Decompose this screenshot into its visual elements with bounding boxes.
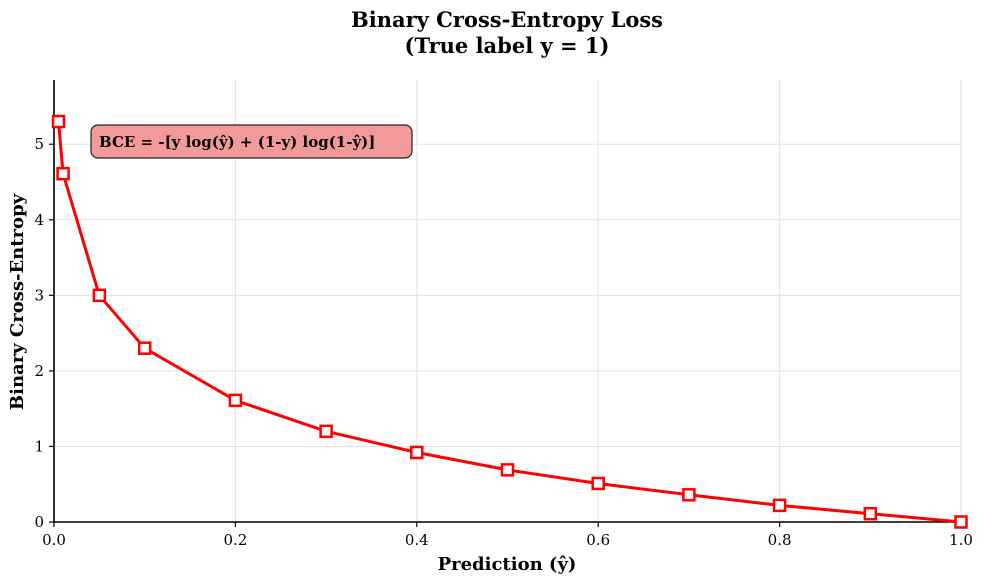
x-tick-label: 0.6 bbox=[586, 531, 610, 549]
data-point-marker bbox=[51, 114, 66, 129]
data-point-marker bbox=[954, 515, 968, 529]
data-point-marker bbox=[319, 424, 333, 439]
data-point-marker bbox=[500, 463, 515, 477]
annotation-box bbox=[90, 124, 413, 159]
chart-subtitle: (True label y = 1) bbox=[405, 33, 610, 58]
data-point-marker bbox=[92, 288, 107, 303]
ticks: 0.0 0.2 0.4 0.6 0.8 1.0 0 1 2 3 4 5 bbox=[34, 135, 972, 549]
data-point-marker bbox=[863, 506, 878, 521]
x-tick-label: 1.0 bbox=[949, 531, 973, 549]
y-tick-label: 5 bbox=[34, 135, 44, 153]
bce-line bbox=[57, 121, 962, 524]
x-tick-label: 0.0 bbox=[42, 531, 66, 549]
data-point-marker bbox=[137, 341, 152, 355]
data-point-marker bbox=[591, 476, 605, 491]
y-tick-label: 2 bbox=[34, 362, 44, 380]
axes bbox=[53, 80, 961, 523]
y-axis-label: Binary Cross-Entropy bbox=[7, 193, 28, 410]
x-tick-label: 0.4 bbox=[405, 531, 429, 549]
series bbox=[51, 114, 968, 529]
data-point-marker bbox=[228, 393, 243, 408]
annotation-text: BCE = -[y log(ŷ) + (1-y) log(1-ŷ)] bbox=[99, 133, 375, 151]
data-point-marker bbox=[682, 488, 696, 502]
data-point-marker bbox=[56, 166, 70, 181]
chart-title: Binary Cross-Entropy Loss bbox=[351, 7, 663, 32]
y-tick-label: 1 bbox=[34, 437, 44, 455]
data-point-marker bbox=[410, 445, 424, 460]
formula-annotation: BCE = -[y log(ŷ) + (1-y) log(1-ŷ)] bbox=[90, 124, 413, 159]
x-tick-label: 0.8 bbox=[768, 531, 792, 549]
y-tick-label: 3 bbox=[34, 286, 44, 304]
y-tick-label: 4 bbox=[34, 211, 44, 229]
x-axis-label: Prediction (ŷ) bbox=[438, 554, 577, 575]
y-tick-label: 0 bbox=[34, 513, 44, 531]
data-point-marker bbox=[772, 498, 787, 513]
x-tick-label: 0.2 bbox=[223, 531, 247, 549]
